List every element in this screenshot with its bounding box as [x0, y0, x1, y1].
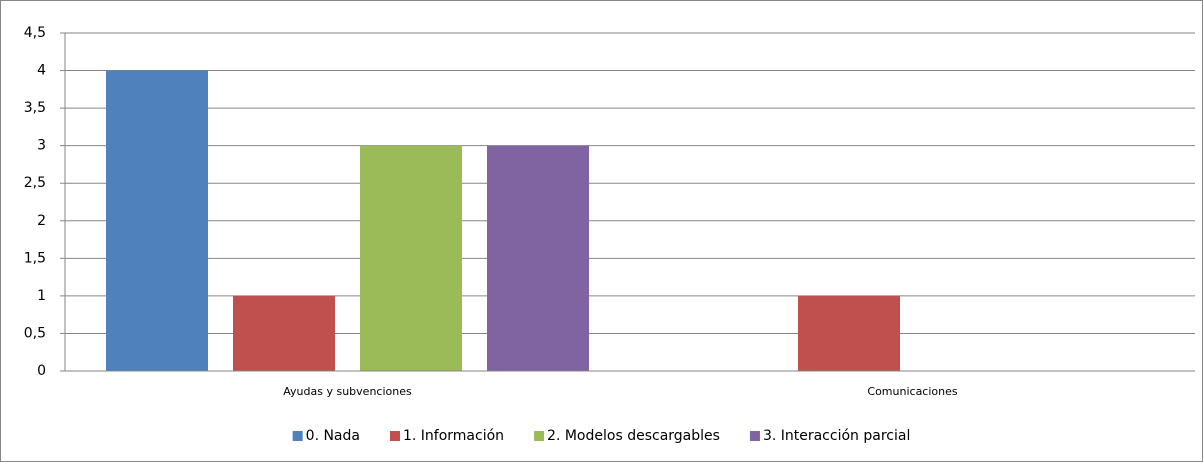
- bar: [487, 145, 589, 371]
- x-tick-label: Ayudas y subvenciones: [283, 385, 412, 398]
- bar: [360, 145, 462, 371]
- legend-swatch: [749, 431, 760, 441]
- legend-swatch: [292, 431, 303, 441]
- legend-label: 1. Información: [403, 428, 504, 444]
- legend-label: 3. Interacción parcial: [763, 428, 910, 444]
- x-tick-label: Comunicaciones: [867, 385, 957, 398]
- legend-label: 2. Modelos descargables: [547, 428, 720, 444]
- legend-swatch: [389, 431, 400, 441]
- y-tick-label: 0,5: [24, 325, 46, 341]
- y-tick-label: 4: [37, 63, 46, 79]
- bar: [233, 295, 335, 371]
- y-tick-label: 3: [37, 138, 46, 154]
- legend-swatch: [534, 431, 545, 441]
- y-tick-label: 1: [37, 288, 46, 304]
- y-tick-label: 0: [37, 363, 46, 379]
- bar: [106, 70, 208, 372]
- legend-label: 0. Nada: [306, 428, 360, 444]
- y-tick-label: 3,5: [24, 100, 46, 116]
- bar: [798, 295, 900, 371]
- y-tick-label: 2,5: [24, 175, 46, 191]
- y-tick-label: 4,5: [24, 25, 46, 41]
- y-tick-label: 1,5: [24, 250, 46, 266]
- y-tick-label: 2: [37, 213, 46, 229]
